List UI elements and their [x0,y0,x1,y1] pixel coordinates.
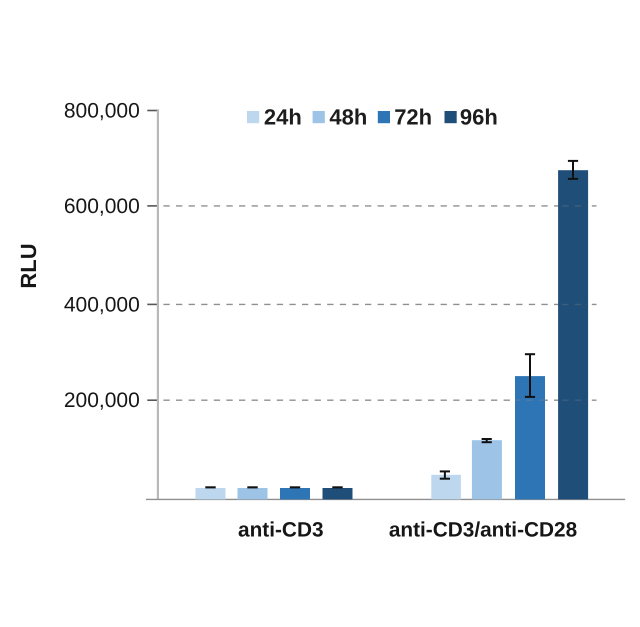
svg-text:72h: 72h [394,105,432,130]
svg-text:RLU: RLU [16,243,41,288]
svg-text:24h: 24h [264,105,302,130]
svg-text:anti-CD3: anti-CD3 [238,519,324,542]
svg-text:anti-CD3/anti-CD28: anti-CD3/anti-CD28 [389,519,577,542]
svg-text:600,000: 600,000 [64,195,140,218]
svg-text:96h: 96h [460,105,498,130]
svg-text:48h: 48h [329,105,367,130]
svg-text:800,000: 800,000 [64,100,140,123]
svg-text:200,000: 200,000 [64,389,140,412]
svg-text:400,000: 400,000 [64,293,140,316]
